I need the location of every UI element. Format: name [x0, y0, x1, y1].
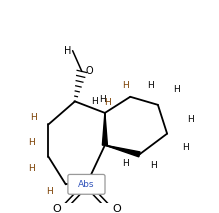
Text: H: H	[182, 143, 189, 152]
Text: Abs: Abs	[78, 180, 95, 189]
Text: H: H	[28, 138, 35, 147]
Text: H: H	[99, 95, 106, 104]
Text: H: H	[148, 81, 154, 90]
Polygon shape	[105, 145, 140, 157]
Text: H: H	[64, 46, 71, 56]
FancyBboxPatch shape	[68, 174, 105, 194]
Polygon shape	[102, 113, 108, 145]
Text: H: H	[104, 98, 111, 107]
Text: H: H	[28, 164, 35, 173]
Text: H: H	[91, 97, 98, 106]
Text: H: H	[187, 115, 194, 124]
Text: O: O	[52, 204, 61, 213]
Text: H: H	[122, 81, 129, 90]
Text: O: O	[85, 66, 93, 76]
Text: H: H	[150, 161, 157, 170]
Text: O: O	[112, 204, 121, 213]
Text: H: H	[173, 85, 180, 94]
Text: H: H	[46, 187, 53, 196]
Text: H: H	[122, 159, 129, 168]
Text: H: H	[30, 113, 37, 122]
